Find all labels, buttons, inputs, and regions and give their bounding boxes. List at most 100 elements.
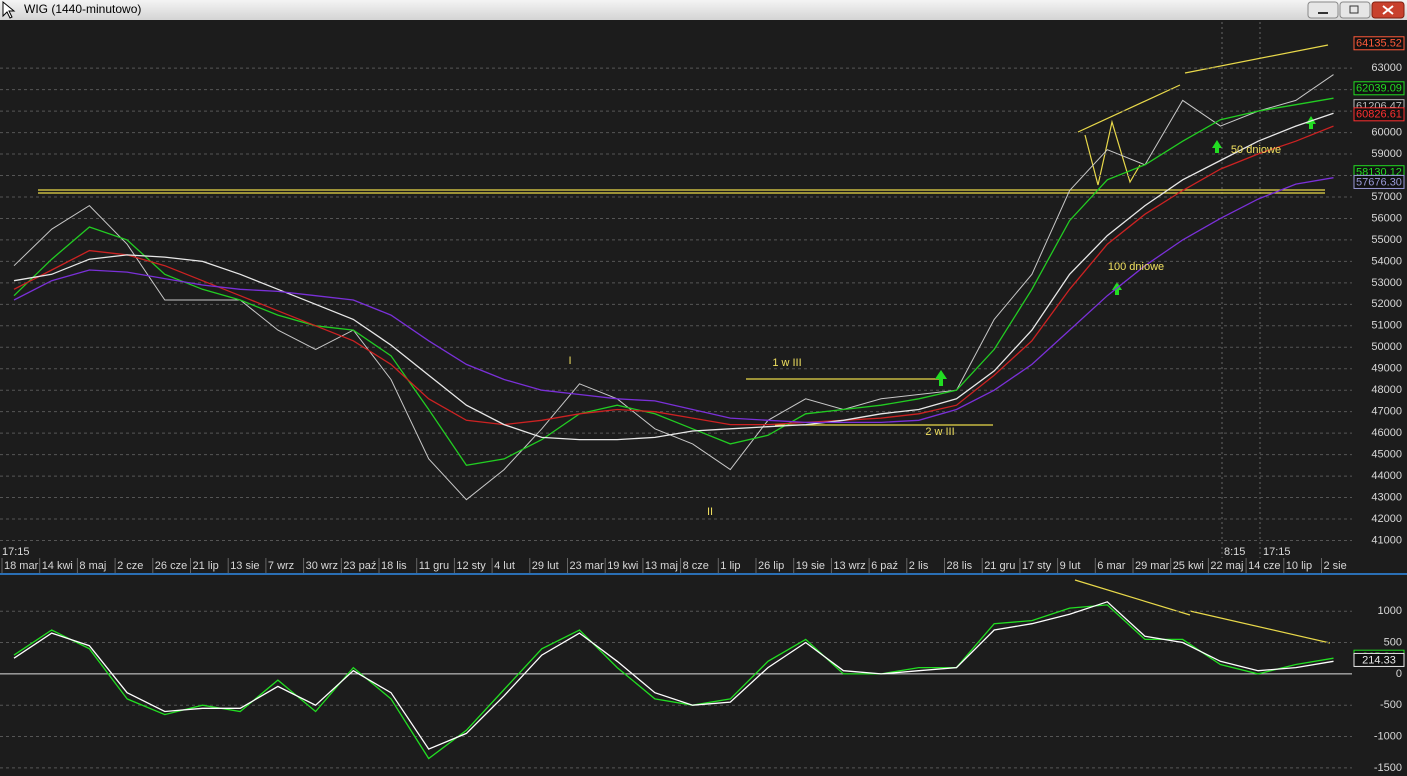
divergence-line: [1189, 610, 1331, 644]
y-tick-label: 53000: [1371, 277, 1402, 289]
y-tick-label: 56000: [1371, 212, 1402, 224]
window-title: WIG (1440-minutowo): [24, 2, 141, 16]
trend-lines: [38, 44, 1331, 644]
x-tick-label: 26 lip: [758, 560, 784, 572]
x-tick-label: 6 paź: [871, 560, 898, 572]
minimize-button[interactable]: [1307, 1, 1339, 19]
price-tag-label: 214.33: [1362, 654, 1396, 666]
annotation: 50 dniowe: [1231, 144, 1281, 156]
x-tick-label: 29 lut: [532, 560, 559, 572]
x-tick-label: 1 lip: [720, 560, 740, 572]
x-tick-label: 25 kwi: [1173, 560, 1204, 572]
series-line: [13, 112, 1334, 441]
x-tick-label: 8 cze: [683, 560, 709, 572]
y-tick-label: 47000: [1371, 406, 1402, 418]
y-tick-label: -1000: [1374, 730, 1402, 742]
y-tick-label: 50000: [1371, 341, 1402, 353]
x-tick-label: 29 mar: [1135, 560, 1170, 572]
x-tick-label: 4 lut: [494, 560, 515, 572]
x-tick-label: 21 gru: [984, 560, 1015, 572]
y-tick-label: 51000: [1371, 320, 1402, 332]
price-tag: [1353, 107, 1405, 122]
x-tick-label: 14 kwi: [42, 560, 73, 572]
x-tick-label: 18 mar: [4, 560, 39, 572]
price-tag-label: 60826.61: [1356, 109, 1402, 121]
x-tick-label: 6 mar: [1097, 560, 1125, 572]
x-tick-label: 11 gru: [419, 560, 449, 572]
x-tick-label: 23 mar: [570, 560, 605, 572]
y-tick-label: 54000: [1371, 255, 1402, 267]
x-tick-label: 21 lip: [193, 560, 219, 572]
series-line: [13, 601, 1334, 750]
y-tick-label: 1000: [1378, 605, 1402, 617]
annotation: I: [568, 355, 571, 367]
y-tick-label: 43000: [1371, 491, 1402, 503]
price-tag-label: 62039.09: [1356, 83, 1402, 95]
x-tick-label: 2 lis: [909, 560, 929, 572]
x-tick-label: 17 sty: [1022, 560, 1052, 572]
annotation: 2 w III: [925, 426, 954, 438]
x-tick-label: 30 wrz: [306, 560, 338, 572]
x-tick-label: 8 maj: [79, 560, 106, 572]
y-tick-label: 57000: [1371, 191, 1402, 203]
x-tick-label: 7 wrz: [268, 560, 294, 572]
arrow: [1212, 140, 1222, 153]
time-label: 8:15: [1224, 546, 1245, 558]
x-tick-label: 19 sie: [796, 560, 825, 572]
y-tick-label: 45000: [1371, 449, 1402, 461]
x-tick-label: 2 cze: [117, 560, 143, 572]
series-line: [13, 604, 1334, 760]
zigzag: [1084, 119, 1141, 186]
restore-icon: [1349, 5, 1359, 14]
x-tick-label: 12 sty: [456, 560, 486, 572]
y-tick-label: 49000: [1371, 363, 1402, 375]
price-tag-label: 57676.30: [1356, 176, 1402, 188]
y-tick-label: 48000: [1371, 384, 1402, 396]
x-tick-label: 28 lis: [947, 560, 973, 572]
annotation: II: [707, 506, 713, 518]
x-tick-label: 13 sie: [230, 560, 259, 572]
y-tick-label: 59000: [1371, 148, 1402, 160]
x-tick-label: 10 lip: [1286, 560, 1312, 572]
y-tick-label: 0: [1396, 668, 1402, 680]
price-tag-label: 64135.52: [1356, 38, 1402, 50]
annotation: 1 w III: [772, 357, 801, 369]
time-label: 17:15: [1263, 546, 1291, 558]
y-tick-label: -1500: [1374, 762, 1402, 774]
trend-line: [1077, 84, 1181, 133]
restore-button[interactable]: [1339, 1, 1371, 19]
series-line: [13, 177, 1334, 424]
x-tick-label: 26 cze: [155, 560, 187, 572]
y-tick-label: 41000: [1371, 534, 1402, 546]
y-tick-label: 500: [1384, 636, 1402, 648]
price-tag: [1353, 174, 1405, 189]
y-tick-label: 63000: [1371, 62, 1402, 74]
series-line: [13, 74, 1334, 501]
x-tick-label: 13 maj: [645, 560, 678, 572]
cursor-icon: [2, 0, 16, 19]
series-line: [13, 97, 1334, 467]
arrow: [935, 370, 947, 386]
price-tag: [1353, 652, 1405, 667]
y-tick-label: 52000: [1371, 298, 1402, 310]
x-tick-label: 13 wrz: [833, 560, 865, 572]
y-tick-label: -500: [1380, 699, 1402, 711]
x-tick-label: 18 lis: [381, 560, 407, 572]
close-icon: [1382, 5, 1394, 15]
title-bar: [0, 0, 1407, 20]
y-tick-label: 55000: [1371, 234, 1402, 246]
series-line: [13, 125, 1334, 426]
x-tick-label: 2 sie: [1324, 560, 1347, 572]
y-tick-label: 42000: [1371, 513, 1402, 525]
y-tick-label: 44000: [1371, 470, 1402, 482]
price-tag: [1353, 36, 1405, 51]
y-tick-label: 46000: [1371, 427, 1402, 439]
x-tick-label: 14 cze: [1248, 560, 1280, 572]
x-tick-label: 9 lut: [1060, 560, 1081, 572]
x-tick-label: 22 maj: [1210, 560, 1243, 572]
y-tick-label: 60000: [1371, 126, 1402, 138]
x-tick-label: 19 kwi: [607, 560, 638, 572]
divergence-line: [1074, 579, 1191, 616]
